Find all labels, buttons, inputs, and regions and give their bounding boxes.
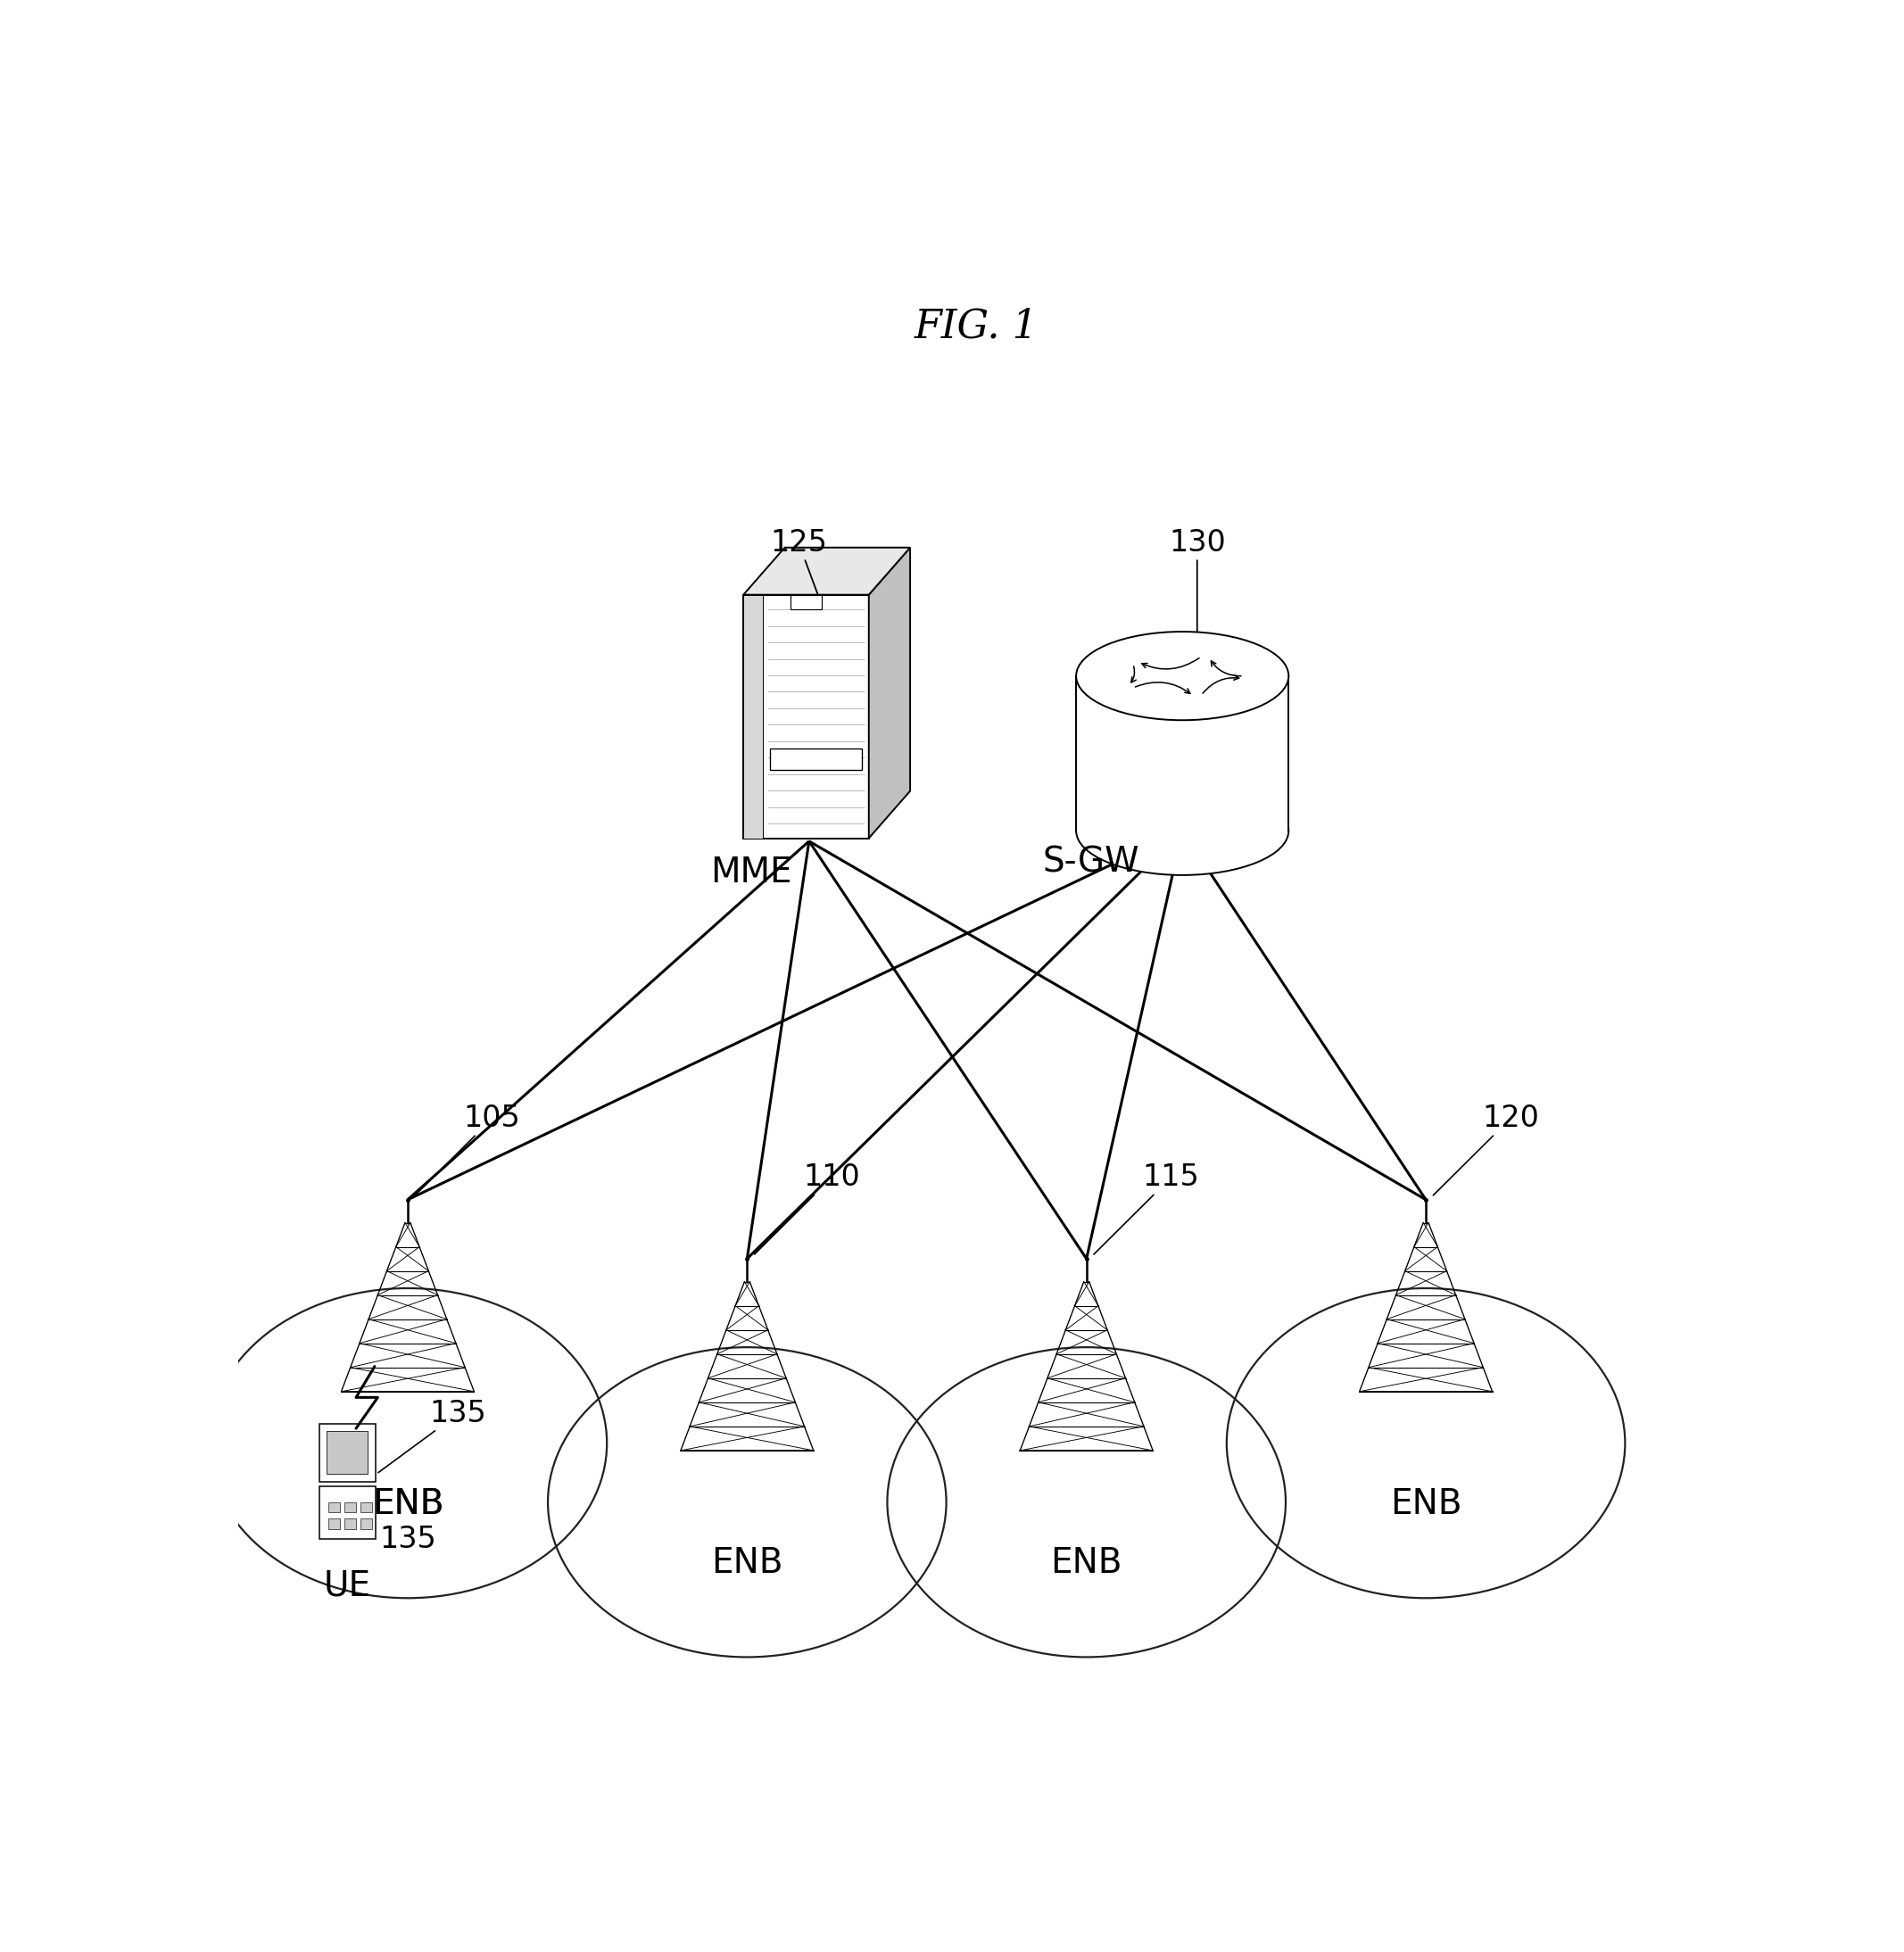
Polygon shape <box>327 1519 339 1528</box>
Polygon shape <box>769 748 861 769</box>
Polygon shape <box>360 1503 373 1513</box>
Polygon shape <box>743 549 910 595</box>
Polygon shape <box>360 1519 373 1528</box>
Polygon shape <box>743 595 868 837</box>
Text: 115: 115 <box>1095 1163 1200 1255</box>
Text: ENB: ENB <box>371 1487 444 1521</box>
Text: ENB: ENB <box>371 1487 444 1521</box>
Text: ENB: ENB <box>1390 1487 1462 1521</box>
Text: 125: 125 <box>771 529 826 595</box>
Polygon shape <box>327 1431 367 1474</box>
Polygon shape <box>345 1519 356 1528</box>
Polygon shape <box>743 595 764 837</box>
Polygon shape <box>1076 675 1289 832</box>
Polygon shape <box>320 1485 375 1538</box>
Ellipse shape <box>1076 787 1289 874</box>
Text: 130: 130 <box>1169 529 1226 646</box>
Polygon shape <box>868 549 910 837</box>
Text: S-GW: S-GW <box>1041 845 1139 880</box>
Text: 110: 110 <box>754 1163 861 1255</box>
Text: ENB: ENB <box>712 1546 783 1581</box>
Text: 135: 135 <box>379 1525 436 1554</box>
Polygon shape <box>345 1503 356 1513</box>
Polygon shape <box>320 1423 375 1482</box>
Text: 120: 120 <box>1434 1105 1538 1195</box>
Text: MME: MME <box>710 855 792 890</box>
Polygon shape <box>327 1503 339 1513</box>
Text: 105: 105 <box>415 1105 520 1195</box>
Polygon shape <box>790 595 823 609</box>
Text: 135: 135 <box>379 1400 487 1472</box>
Ellipse shape <box>1076 632 1289 720</box>
Text: UE: UE <box>324 1569 371 1603</box>
Text: ENB: ENB <box>1051 1546 1121 1581</box>
Text: FIG. 1: FIG. 1 <box>914 306 1038 346</box>
